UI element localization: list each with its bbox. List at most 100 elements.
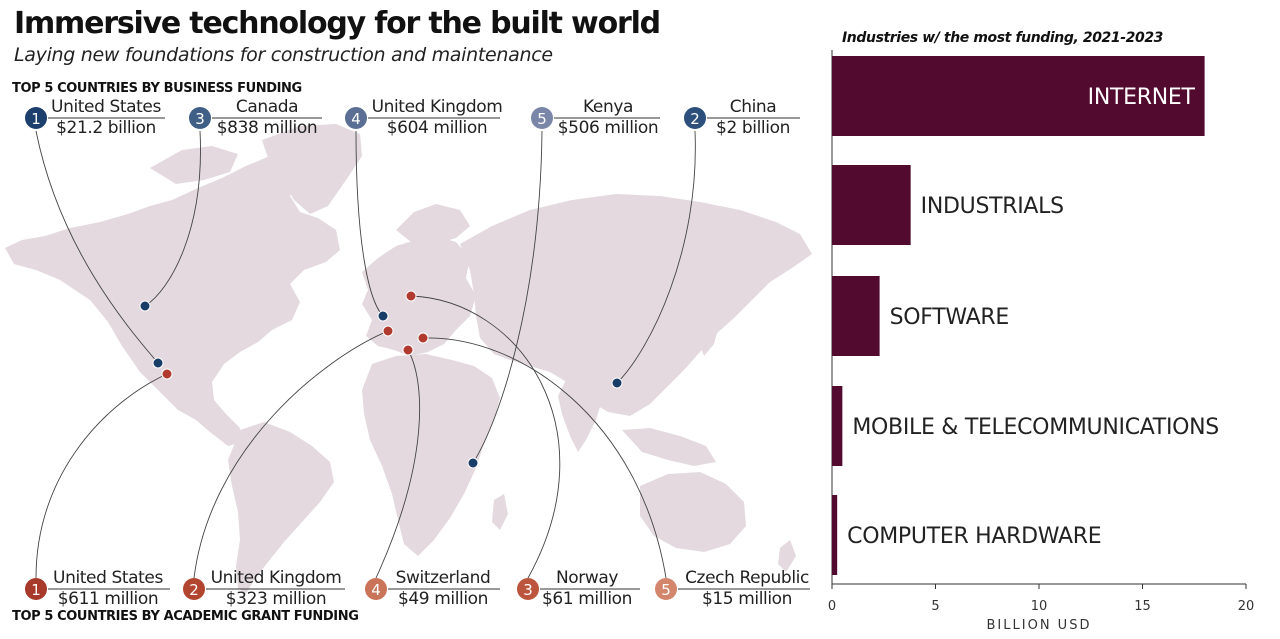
business-label: United Kingdom $604 million [357,97,517,139]
business-country: United States [51,97,161,117]
grant-label: Switzerland $49 million [363,568,523,610]
grant-rank-badge: 5 [655,578,677,600]
x-axis-label: BILLION USD [987,618,1092,633]
business-dot [152,357,164,369]
business-rank-badge: 5 [531,107,553,129]
grant-rank-number: 3 [523,581,533,599]
business-leader-line [35,130,159,364]
business-label: Kenya $506 million [528,97,688,139]
business-leader-line [616,130,696,384]
grant-rank-number: 2 [189,581,199,599]
industry-funding-chart: INTERNET INDUSTRIALS SOFTWARE MOBILE & TELE… [828,50,1255,633]
business-value: $2 billion [716,118,790,138]
x-tick-label: 15 [1134,599,1151,614]
grant-value: $611 million [57,589,159,609]
grant-leader-line [410,295,561,579]
land-europe [362,236,476,356]
bar-label: MOBILE & TELECOMMUNICATIONS [852,415,1219,440]
business-rank-circle [345,107,367,129]
land-asia [460,194,812,416]
label-rules [48,117,810,590]
grant-rank-circle [25,578,47,600]
grant-dot [417,332,429,344]
business-rank-number: 2 [690,110,700,128]
business-rank-circle [684,107,706,129]
grant-rank-circle [365,578,387,600]
land-se-asia [622,428,716,466]
grant-value: $323 million [225,589,327,609]
business-rank-circle [25,107,47,129]
grant-dot [405,290,417,302]
grant-label: Czech Republic $15 million [667,568,827,610]
business-funding-heading: TOP 5 COUNTRIES BY BUSINESS FUNDING [12,81,302,96]
x-tick-label: 0 [828,599,836,614]
grant-country: Norway [555,568,619,588]
grant-value: $15 million [701,589,793,609]
grant-rank-badge: 2 [183,578,205,600]
grant-value: $61 million [541,589,633,609]
grant-leader-line [422,337,667,579]
business-leader-line [472,130,543,464]
page-subtitle: Laying new foundations for construction … [14,44,553,66]
business-rank-circle [189,107,211,129]
grant-rank-badge: 3 [517,578,539,600]
business-value: $604 million [386,118,488,138]
business-country: China [729,97,777,117]
business-rank-badge: 2 [684,107,706,129]
land-india [558,380,602,452]
bar-internet [832,56,1205,136]
grant-dot [382,325,394,337]
land-australia [640,472,746,552]
business-leader-line [355,130,384,317]
business-dot [377,310,389,322]
business-rank-badge: 4 [345,107,367,129]
bar-label: INTERNET [1088,85,1196,110]
land-africa [362,354,500,556]
land-japan [698,304,720,356]
bar-computer-hardware [832,495,838,575]
land-madagascar [492,494,508,530]
land-greenland [262,124,362,214]
business-country: Canada [235,97,299,117]
bar-software [832,276,880,356]
business-value: $838 million [216,118,318,138]
x-tick-label: 20 [1238,599,1255,614]
grant-rank-number: 1 [31,581,41,599]
business-dot [467,457,479,469]
business-value: $506 million [557,118,659,138]
grant-rank-circle [183,578,205,600]
grant-leader-line [193,330,389,579]
country-dots [139,290,623,469]
business-label: United States $21.2 billion [26,97,186,139]
bar-industrials [832,165,911,245]
bar-label: INDUSTRIALS [921,194,1064,219]
business-label: China $2 billion [673,97,833,139]
grant-leader-line [375,349,421,579]
business-dot-canada [139,300,151,312]
land-arctic-islands [150,146,238,184]
business-rank-badge: 1 [25,107,47,129]
world-map: 1 3 4 5 2 1 2 4 3 5 [5,107,812,600]
business-country: Kenya [582,97,633,117]
grant-rank-circle [517,578,539,600]
grant-label: United Kingdom $323 million [196,568,356,610]
grant-rank-number: 5 [661,581,671,599]
leader-lines [35,130,696,579]
business-rank-number: 4 [351,110,361,128]
bar-label: COMPUTER HARDWARE [847,524,1101,549]
grant-country: Switzerland [395,568,491,588]
land-scandinavia [396,204,470,246]
business-value: $21.2 billion [56,118,156,138]
grant-rank-badge: 1 [25,578,47,600]
bar-mobile-telecommunications [832,386,843,466]
land-new-zealand [778,540,796,572]
grant-country: United States [53,568,163,588]
page-title: Immersive technology for the built world [14,6,661,41]
business-rank-badge: 3 [189,107,211,129]
x-tick-label: 10 [1031,599,1048,614]
grant-rank-badge: 4 [365,578,387,600]
grant-label: Norway $61 million [507,568,667,610]
grant-country: Czech Republic [685,568,809,588]
business-leader-line [144,130,201,307]
business-dot [611,377,623,389]
